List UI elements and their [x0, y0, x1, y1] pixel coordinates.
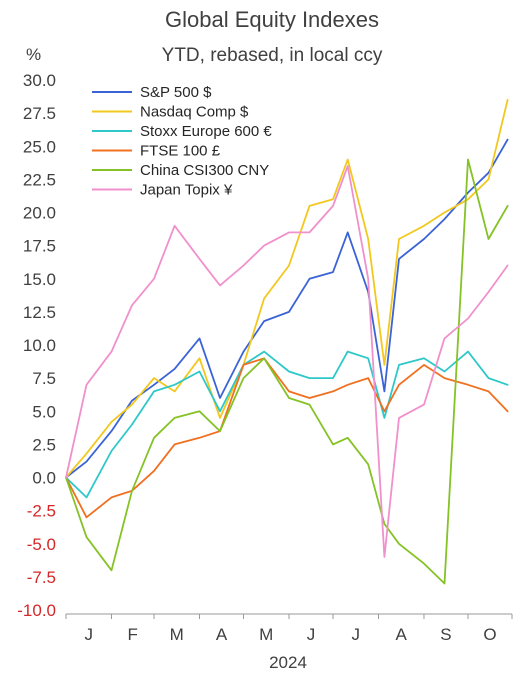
legend-label: Nasdaq Comp $ — [140, 104, 249, 121]
x-tick-label: M — [170, 625, 184, 644]
x-tick-label: S — [440, 625, 451, 644]
y-tick-label: 5.0 — [32, 402, 56, 421]
y-tick-label: 30.0 — [23, 71, 56, 90]
series-line-0 — [65, 138, 509, 479]
y-axis-unit-label: % — [26, 45, 41, 64]
y-tick-label: -5.0 — [27, 535, 56, 554]
x-tick-label: O — [483, 625, 496, 644]
chart-subtitle: YTD, rebased, in local ccy — [162, 45, 383, 66]
chart-title: Global Equity Indexes — [165, 7, 379, 32]
x-tick-label: J — [84, 625, 93, 644]
legend-label: Japan Topix ¥ — [140, 182, 233, 199]
y-tick-label: 22.5 — [23, 170, 56, 189]
x-tick-label: J — [307, 625, 316, 644]
y-tick-label: 7.5 — [32, 369, 56, 388]
y-tick-label: 0.0 — [32, 469, 56, 488]
x-tick-label: A — [216, 625, 228, 644]
x-tick-label: A — [396, 625, 408, 644]
y-tick-label: 12.5 — [23, 303, 56, 322]
series-line-4 — [65, 158, 509, 585]
y-axis: 30.0 27.5 25.0 22.5 20.0 17.5 15.0 12.5 10.0 7.5 5… — [17, 71, 56, 620]
y-tick-label: 15.0 — [23, 270, 56, 289]
legend-label: S&P 500 $ — [140, 84, 212, 101]
legend-label: China CSI300 CNY — [140, 162, 269, 179]
x-tick-label: J — [352, 625, 361, 644]
y-tick-label: 27.5 — [23, 104, 56, 123]
legend-label: FTSE 100 £ — [140, 143, 221, 160]
y-tick-label: 25.0 — [23, 137, 56, 156]
series-line-5 — [65, 165, 509, 558]
y-tick-label: 2.5 — [32, 435, 56, 454]
x-tick-label: F — [128, 625, 138, 644]
y-tick-label: -2.5 — [27, 502, 56, 521]
series-line-2 — [65, 350, 509, 499]
x-tick-label: M — [259, 625, 273, 644]
series-line-1 — [65, 99, 509, 479]
legend-label: Stoxx Europe 600 € — [140, 123, 272, 140]
y-tick-label: -10.0 — [17, 601, 56, 620]
y-tick-label: -7.5 — [27, 568, 56, 587]
y-tick-label: 17.5 — [23, 237, 56, 256]
y-tick-label: 20.0 — [23, 204, 56, 223]
x-axis-year-label: 2024 — [269, 653, 307, 672]
legend: S&P 500 $ Nasdaq Comp $ Stoxx Europe 600 €… — [92, 84, 272, 199]
series-lines — [65, 99, 509, 585]
y-tick-label: 10.0 — [23, 336, 56, 355]
